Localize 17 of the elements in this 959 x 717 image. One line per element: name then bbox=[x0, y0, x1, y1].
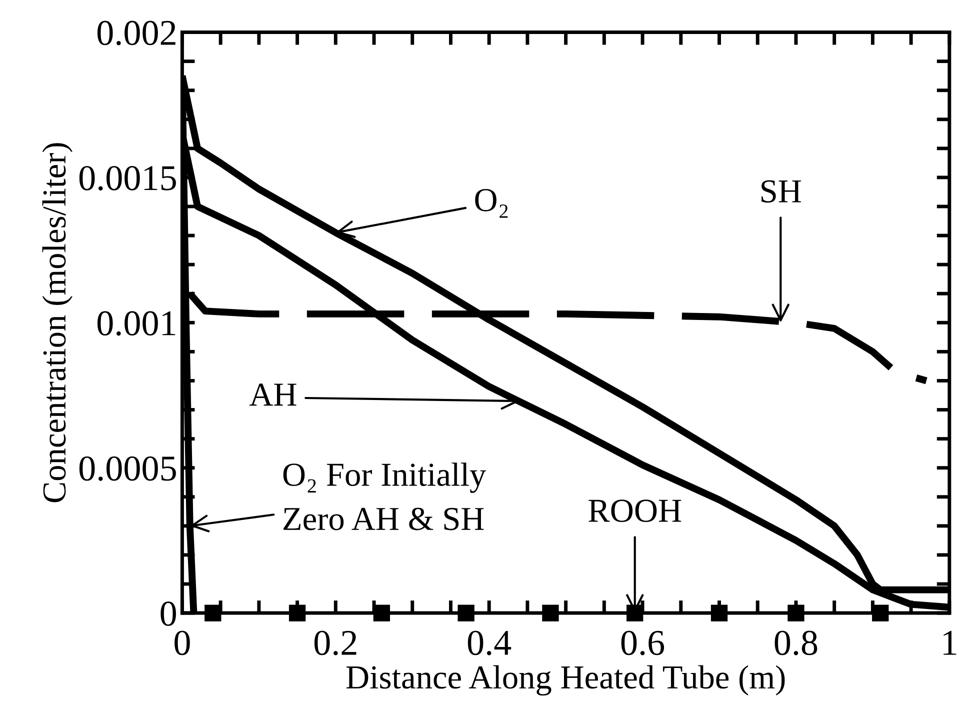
x-tick-label: 0.4 bbox=[468, 630, 512, 656]
x-axis-title: Distance Along Heated Tube (m) bbox=[346, 665, 785, 696]
y-tick-label: 0.0015 bbox=[79, 166, 176, 190]
annotation: O₂ For Initially Zero AH & SH bbox=[283, 462, 486, 530]
y-tick-label: 0.002 bbox=[97, 20, 176, 46]
annotation: AH bbox=[249, 384, 296, 406]
annotation: ROOH bbox=[588, 500, 682, 522]
x-tick-label: 1 bbox=[944, 630, 956, 655]
annotation: SH bbox=[762, 180, 801, 203]
x-tick-label: 0.2 bbox=[314, 630, 356, 656]
y-tick-label: 0 bbox=[160, 602, 176, 626]
y-axis-title: Concentration (moles/liter) bbox=[42, 143, 72, 502]
x-tick-label: 0.6 bbox=[621, 630, 664, 656]
x-tick-label: 0.8 bbox=[774, 630, 818, 656]
annotation: O₂ bbox=[475, 188, 508, 218]
y-tick-label: 0.001 bbox=[97, 311, 176, 336]
y-tick-label: 0.0005 bbox=[79, 456, 176, 481]
